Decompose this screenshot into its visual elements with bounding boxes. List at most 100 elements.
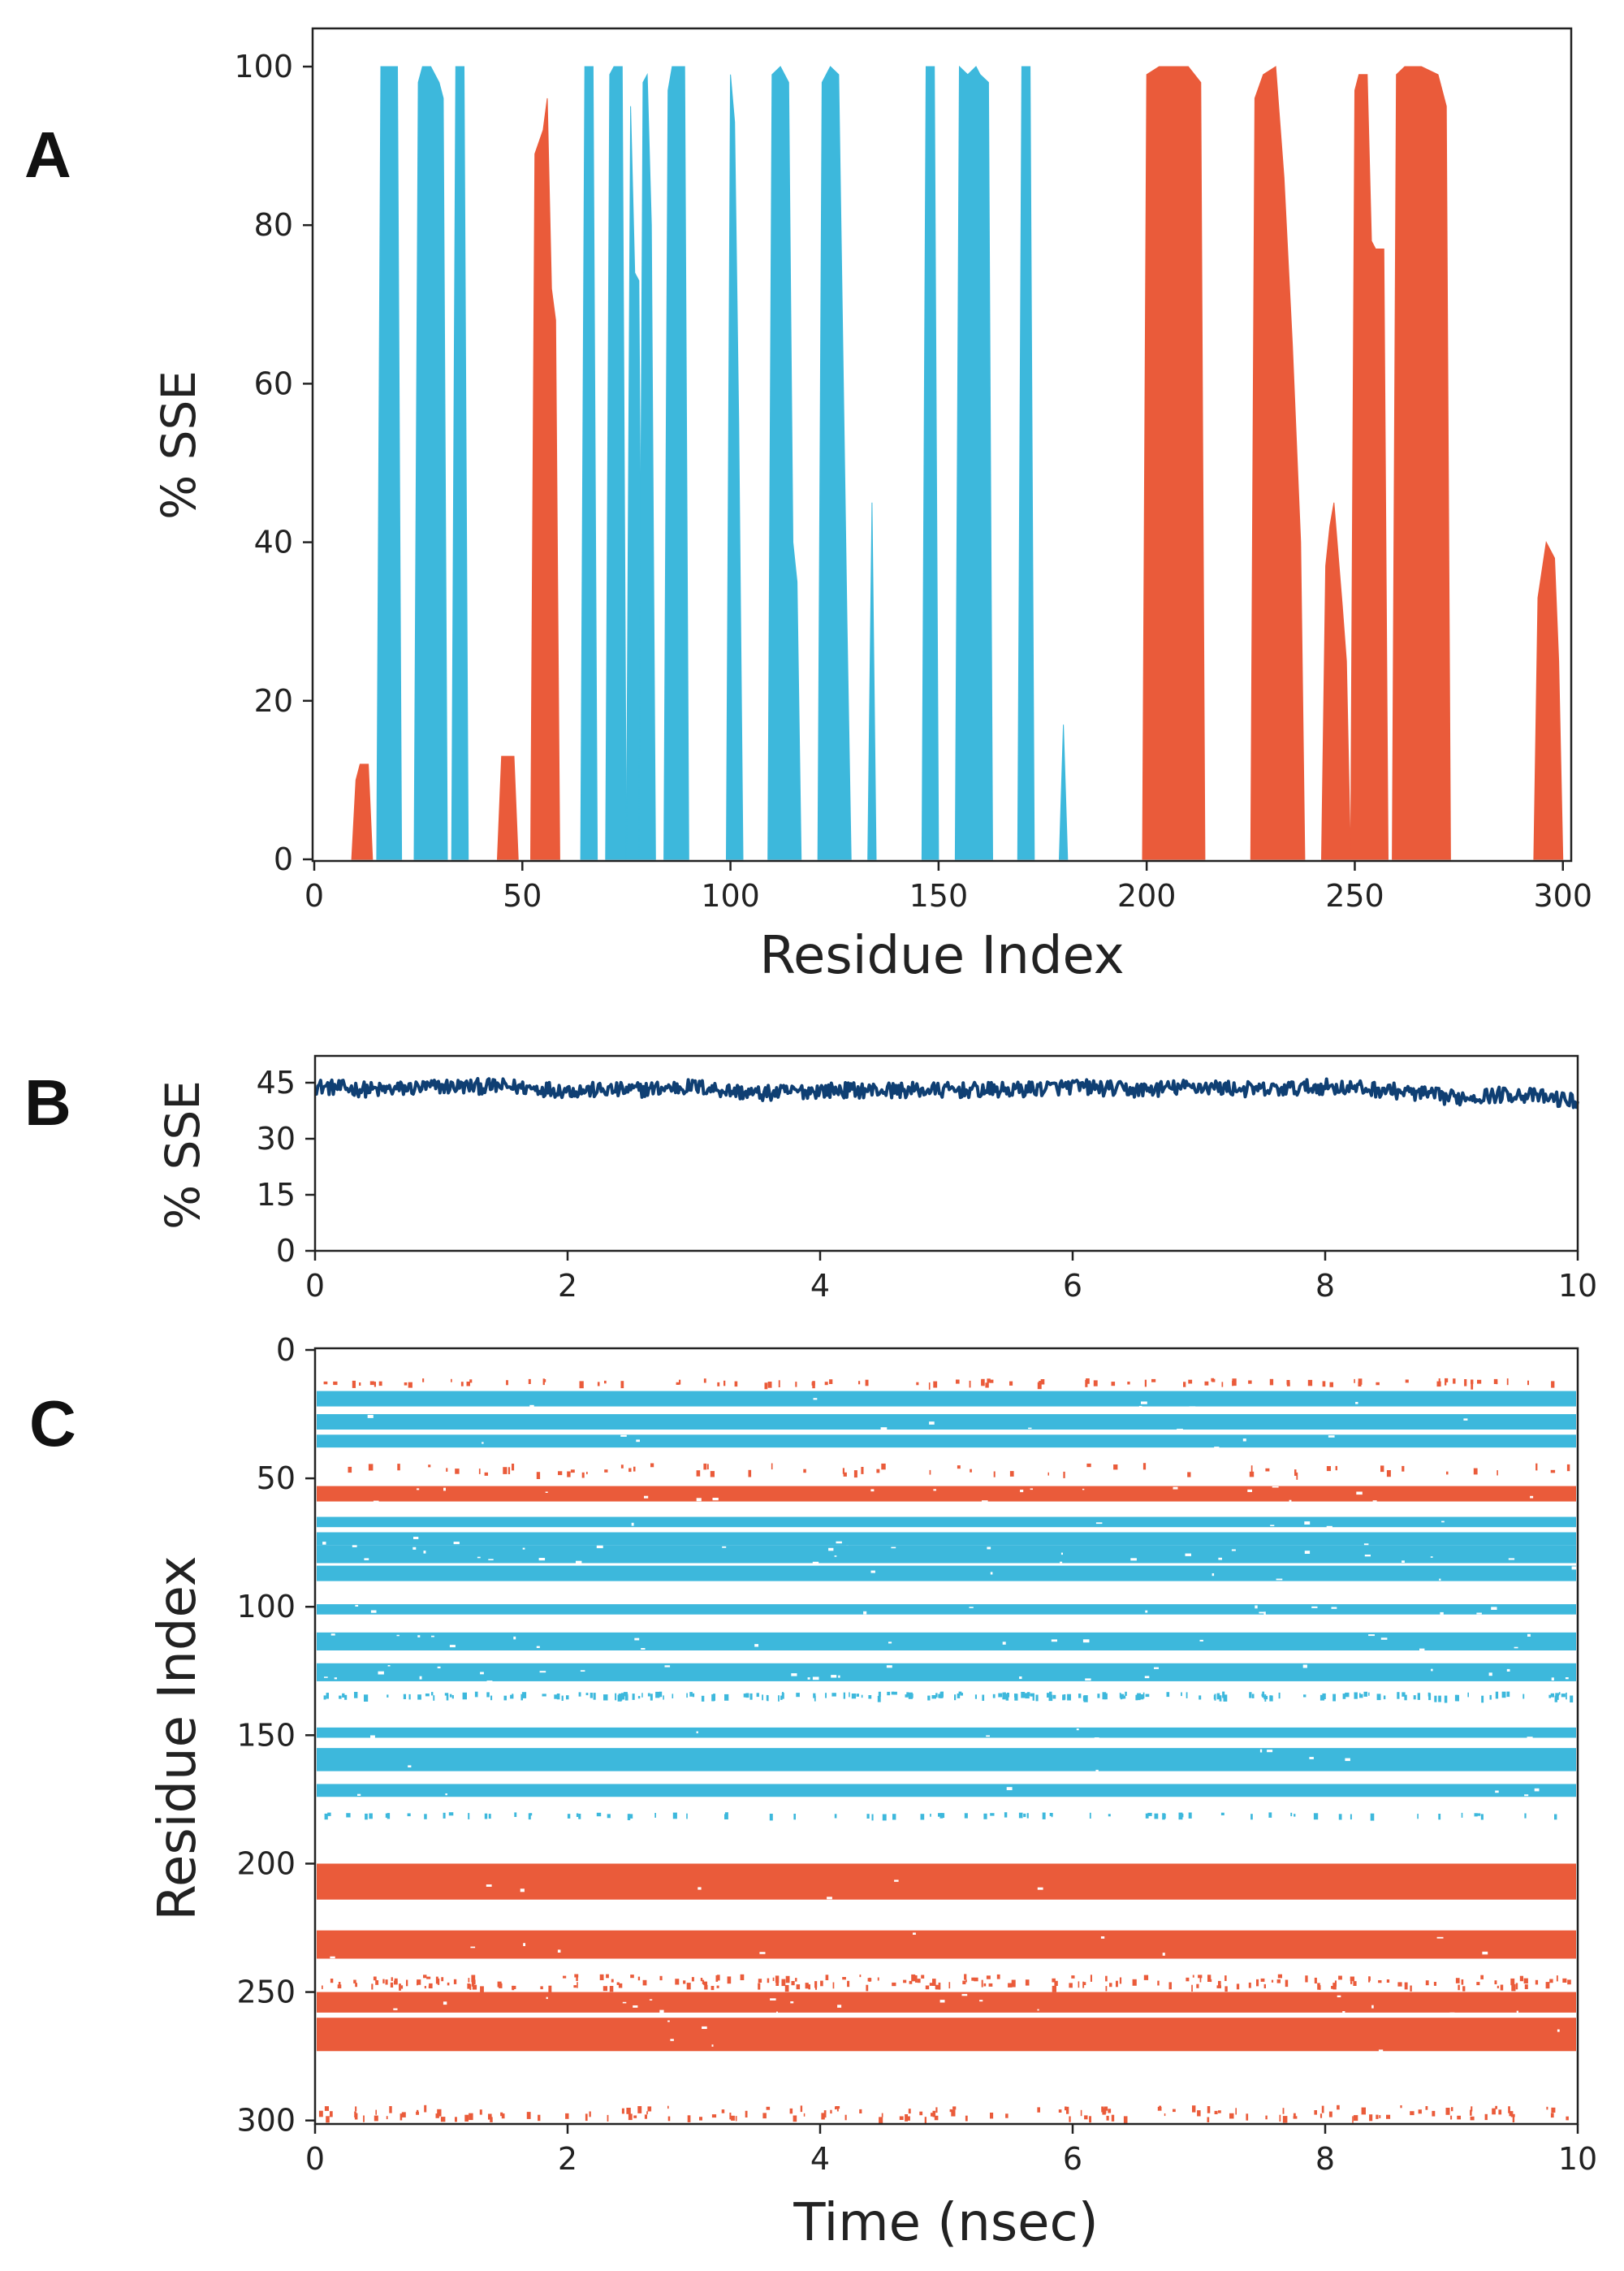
helix-frame-mark bbox=[1480, 1975, 1484, 1979]
helix-frame-mark bbox=[1523, 1978, 1528, 1984]
strand-band-110-116 bbox=[317, 1632, 1576, 1651]
helix-frame-mark bbox=[704, 1984, 708, 1990]
helix-frame-mark bbox=[1329, 1382, 1333, 1387]
band-gap bbox=[538, 1558, 546, 1561]
helix-frame-mark bbox=[585, 2113, 588, 2122]
strand-band-84-89 bbox=[317, 1565, 1578, 1581]
strand-frame-mark bbox=[1097, 1694, 1100, 1698]
strand-frame-mark bbox=[1089, 1812, 1091, 1819]
panel-a-sse-by-residue: 0 50 100 150 200 250 300 0 20 40 60 80 100 Residue I… bbox=[151, 27, 1592, 986]
helix-frame-mark bbox=[843, 1472, 847, 1477]
strand-band-99-102 bbox=[317, 1604, 1576, 1616]
strand-frame-mark bbox=[927, 1695, 931, 1701]
helix-frame-mark bbox=[406, 1979, 408, 1987]
strand-frame-mark bbox=[769, 1814, 773, 1821]
helix-frame-mark bbox=[1376, 1382, 1380, 1386]
strand-frame-mark bbox=[488, 1814, 491, 1819]
band-gap bbox=[1495, 1790, 1499, 1793]
strand-frame-mark bbox=[1139, 1694, 1144, 1700]
helix-frame-mark bbox=[441, 1977, 444, 1982]
strand-frame-mark bbox=[529, 1813, 533, 1816]
strand-frame-mark bbox=[974, 1694, 977, 1699]
strand-frame-mark bbox=[620, 1693, 625, 1700]
helix-frame-mark bbox=[1065, 2106, 1067, 2111]
helix-frame-mark bbox=[1260, 1978, 1265, 1982]
strand-frame-mark bbox=[339, 1695, 342, 1699]
strand-frame-mark bbox=[1051, 1814, 1053, 1818]
helix-frame-mark bbox=[1235, 2108, 1237, 2115]
helix-frame-mark bbox=[589, 2111, 591, 2117]
helix-frame-mark bbox=[616, 1982, 620, 1985]
band-gap bbox=[1076, 1728, 1079, 1731]
strand-frame-mark bbox=[1522, 1694, 1525, 1699]
helix-frame-mark bbox=[628, 2113, 633, 2121]
band-gap bbox=[1082, 1639, 1090, 1643]
helix-frame-mark bbox=[1500, 1984, 1504, 1991]
strand-frame-mark bbox=[877, 1696, 881, 1702]
band-gap bbox=[1060, 1552, 1063, 1555]
band-gap bbox=[1328, 1435, 1335, 1438]
helix-frame-mark bbox=[1232, 1378, 1237, 1386]
helix-frame-mark bbox=[1461, 1979, 1464, 1985]
helix-frame-mark bbox=[1498, 2109, 1502, 2115]
helix-frame-mark bbox=[579, 1381, 584, 1389]
band-gap bbox=[1289, 1499, 1292, 1503]
panel-c-plot-area bbox=[317, 1378, 1578, 2124]
helix-frame-mark bbox=[781, 1979, 786, 1987]
helix-frame-mark bbox=[472, 1984, 477, 1990]
helix-frame-mark bbox=[881, 2113, 883, 2117]
helix-frame-mark bbox=[748, 1469, 752, 1477]
strand-frame-mark bbox=[920, 1814, 925, 1820]
helix-frame-mark bbox=[1433, 1982, 1436, 1986]
strand-area-3 bbox=[580, 66, 598, 860]
strand-frame-mark bbox=[1397, 1692, 1400, 1699]
helix-frame-mark bbox=[499, 1983, 503, 1988]
helix-frame-mark bbox=[703, 1463, 707, 1470]
band-gap bbox=[580, 1670, 585, 1672]
strand-band-147-150 bbox=[317, 1727, 1576, 1741]
band-gap bbox=[1267, 1750, 1273, 1753]
strand-frame-mark bbox=[623, 1692, 628, 1697]
helix-frame-mark bbox=[337, 1984, 342, 1988]
band-gap bbox=[1162, 1953, 1165, 1956]
x-tick-label-300: 300 bbox=[1533, 878, 1592, 914]
x-tick-label-8: 8 bbox=[1315, 2141, 1335, 2177]
strand-frame-mark bbox=[930, 1814, 931, 1817]
y-tick-label-150: 150 bbox=[236, 1717, 296, 1753]
strand-frame-mark bbox=[624, 1694, 628, 1701]
helix-frame-mark bbox=[1471, 2106, 1473, 2112]
strand-frame-mark bbox=[1506, 1691, 1510, 1698]
strand-frame-mark bbox=[906, 1692, 909, 1697]
band-gap bbox=[1154, 1667, 1159, 1669]
band-gap bbox=[1331, 1607, 1337, 1609]
band-gap bbox=[894, 1880, 899, 1882]
helix-frame-mark bbox=[353, 1979, 356, 1983]
helix-frame-mark bbox=[861, 1467, 864, 1474]
strand-area-9 bbox=[767, 66, 802, 860]
strand-frame-mark bbox=[443, 1812, 446, 1819]
helix-frame-mark bbox=[735, 2116, 737, 2122]
band-gap bbox=[1441, 1520, 1445, 1523]
helix-frame-mark bbox=[906, 2116, 910, 2121]
helix-frame-mark bbox=[1369, 1976, 1371, 1981]
helix-frame-mark bbox=[1271, 1979, 1274, 1983]
helix-frame-mark bbox=[919, 2111, 923, 2116]
helix-frame-mark bbox=[865, 1379, 869, 1386]
helix-frame-mark bbox=[789, 2108, 793, 2114]
strand-frame-mark bbox=[1524, 1813, 1527, 1819]
helix-frame-mark bbox=[987, 1378, 991, 1383]
band-gap bbox=[417, 1488, 420, 1490]
strand-frame-mark bbox=[939, 1813, 944, 1819]
helix-frame-mark bbox=[417, 1981, 418, 1986]
band-gap bbox=[1276, 1578, 1283, 1581]
helix-frame-mark bbox=[455, 1469, 460, 1474]
helix-frame-mark bbox=[1320, 2113, 1323, 2118]
strand-band-fill bbox=[317, 1565, 1576, 1581]
helix-frame-mark bbox=[447, 1982, 450, 1986]
helix-band-226-236 bbox=[317, 1930, 1576, 1959]
strand-frame-mark bbox=[387, 1694, 389, 1698]
band-gap bbox=[596, 1545, 603, 1549]
strand-frame-mark bbox=[647, 1693, 650, 1697]
band-gap bbox=[370, 1735, 375, 1738]
x-tick-label-0: 0 bbox=[305, 1268, 325, 1304]
